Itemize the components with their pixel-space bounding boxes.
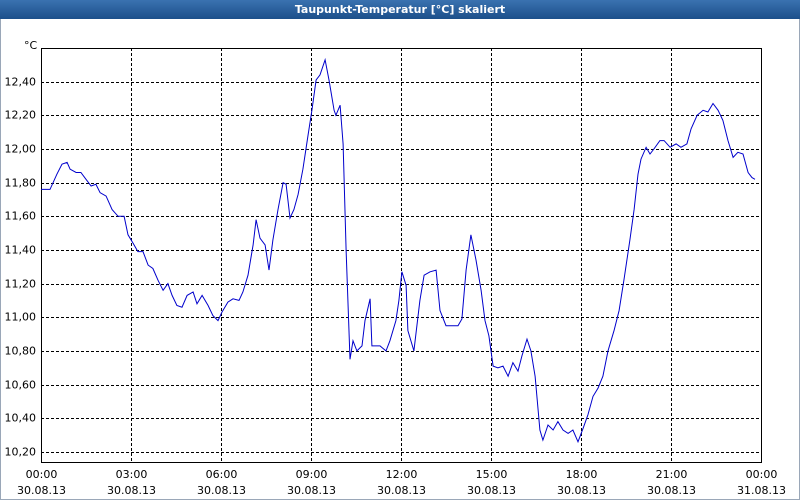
title-bar (0, 0, 800, 19)
y-tick-label: 11,20 (5, 278, 37, 291)
x-tick-label: 30.08.13 (377, 484, 426, 497)
y-tick-label: 11,80 (5, 177, 37, 190)
y-tick-label: 12,00 (5, 143, 37, 156)
x-tick-label: 30.08.13 (647, 484, 696, 497)
x-tick-label: 15:00 (476, 468, 508, 481)
y-tick-label: 10,20 (5, 446, 37, 459)
y-tick-label: 11,00 (5, 311, 37, 324)
x-tick-label: 30.08.13 (17, 484, 66, 497)
x-tick-label: 31.08.13 (737, 484, 786, 497)
y-tick-label: 10,80 (5, 345, 37, 358)
data-line (41, 57, 756, 444)
y-unit: °C (24, 39, 38, 52)
y-tick-label: 11,40 (5, 244, 37, 257)
y-tick-label: 11,60 (5, 210, 37, 223)
x-tick-label: 30.08.13 (287, 484, 336, 497)
y-tick-label: 12,20 (5, 109, 37, 122)
x-tick-label: 12:00 (386, 468, 418, 481)
y-tick-label: 10,60 (5, 379, 37, 392)
x-tick-label: 00:00 (746, 468, 778, 481)
x-tick-label: 30.08.13 (197, 484, 246, 497)
x-tick-label: 30.08.13 (467, 484, 516, 497)
x-tick-label: 21:00 (656, 468, 688, 481)
x-tick-label: 06:00 (206, 468, 238, 481)
y-tick-label: 12,40 (5, 76, 37, 89)
x-tick-label: 18:00 (566, 468, 598, 481)
plot-frame (41, 48, 762, 463)
x-tick-label: 30.08.13 (107, 484, 156, 497)
chart-title: Taupunkt-Temperatur [°C] skaliert (295, 3, 505, 16)
x-tick-label: 00:00 (26, 468, 58, 481)
x-tick-label: 30.08.13 (557, 484, 606, 497)
x-tick-label: 09:00 (296, 468, 328, 481)
x-tick-label: 03:00 (116, 468, 148, 481)
y-tick-label: 10,40 (5, 412, 37, 425)
